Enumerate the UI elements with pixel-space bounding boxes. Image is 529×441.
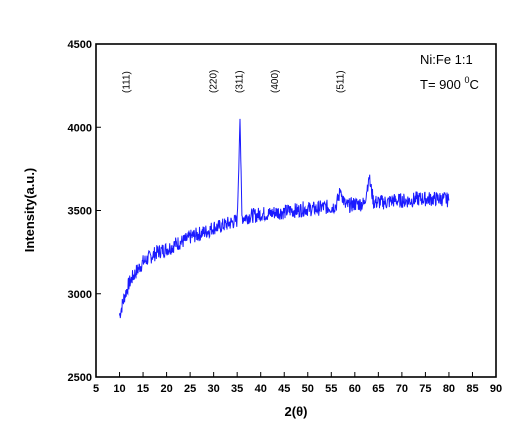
y-tick-label: 2500 (68, 372, 92, 384)
x-tick-label: 85 (466, 383, 478, 395)
x-tick-label: 60 (349, 383, 361, 395)
x-tick-label: 80 (443, 383, 455, 395)
peak-label: (511) (336, 70, 347, 93)
intensity-series-line (119, 118, 450, 319)
legend-line-1: Ni:Fe 1:1 (420, 52, 473, 67)
x-tick-label: 50 (302, 383, 314, 395)
x-tick-label: 25 (184, 383, 196, 395)
peak-labels: (111) (220) (311) (400) (511) (122, 70, 347, 93)
x-tick-label: 45 (278, 383, 290, 395)
peak-label: (220) (209, 70, 220, 93)
x-tick-label: 5 (93, 383, 99, 395)
plot-frame (95, 43, 497, 378)
x-tick-label: 40 (255, 383, 267, 395)
x-tick-label: 35 (231, 383, 243, 395)
y-tick-label: 3500 (68, 206, 92, 218)
x-axis-label: 2(θ) (285, 404, 308, 419)
legend-line-2-suffix: C (469, 77, 478, 92)
x-tick-label: 30 (208, 383, 220, 395)
legend-line-2-sup: 0 (464, 75, 469, 85)
x-axis-ticks: 5 10 15 20 25 30 35 40 45 50 55 60 65 70 75 80 85 90 (93, 372, 502, 395)
x-tick-label: 65 (372, 383, 384, 395)
peak-label: (311) (235, 70, 246, 93)
x-tick-label: 10 (113, 383, 125, 395)
y-tick-label: 3000 (68, 289, 92, 301)
y-axis-label: Intensity(a.u.) (22, 168, 37, 253)
x-tick-label: 75 (419, 383, 431, 395)
legend-line-2: T= 900 0C (420, 75, 479, 92)
x-tick-label: 15 (137, 383, 149, 395)
x-tick-label: 55 (325, 383, 337, 395)
x-tick-label: 20 (160, 383, 172, 395)
peak-label: (111) (122, 71, 133, 93)
y-tick-label: 4500 (68, 39, 92, 51)
y-axis-ticks: 2500 3000 3500 4000 4500 (68, 39, 101, 384)
peak-label: (400) (270, 70, 281, 93)
x-tick-label: 70 (396, 383, 408, 395)
y-tick-label: 4000 (68, 122, 92, 134)
legend-line-2-prefix: T= 900 (420, 77, 464, 92)
x-tick-label: 90 (490, 383, 502, 395)
